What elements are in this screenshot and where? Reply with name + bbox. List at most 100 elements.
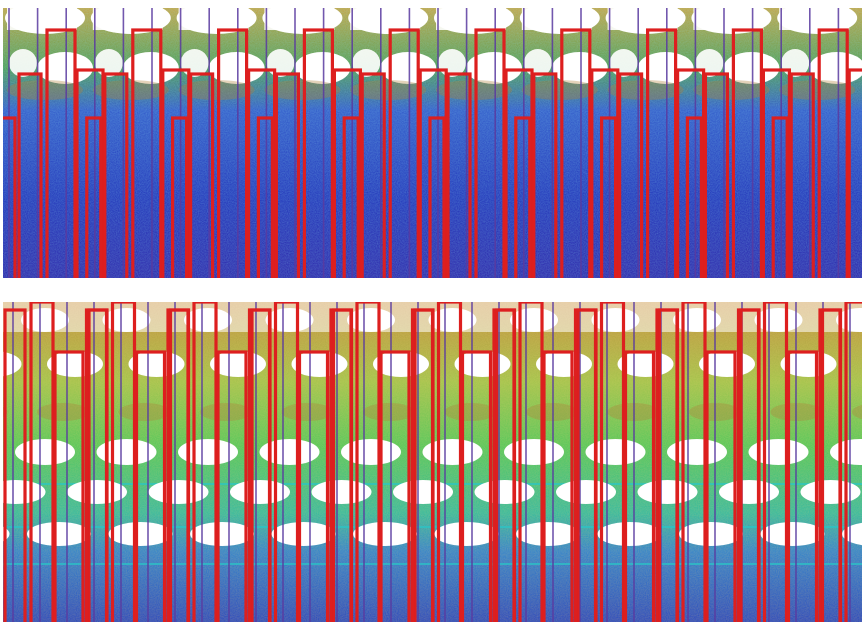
top-frame-21	[446, 72, 472, 278]
bottom-fringe	[37, 403, 89, 421]
bottom-frame-24	[492, 308, 516, 622]
top-void	[551, 52, 608, 84]
top-frame-6	[131, 28, 163, 278]
bottom-flow-svg	[3, 302, 862, 622]
top-frame-34	[731, 28, 764, 278]
top-frame-1	[17, 72, 43, 278]
bottom-void	[510, 308, 558, 332]
bottom-void	[591, 308, 640, 332]
bottom-frame-40	[818, 308, 842, 622]
top-frame-11	[247, 68, 277, 278]
bottom-void	[434, 522, 499, 546]
top-frame-5	[103, 72, 129, 278]
top-frame-24	[514, 116, 532, 278]
bottom-frame-28	[573, 308, 598, 622]
top-fringe	[779, 80, 856, 100]
top-void	[466, 52, 522, 84]
bottom-frame-30	[623, 350, 656, 622]
top-frame-26	[560, 28, 592, 278]
bottom-void	[67, 480, 127, 504]
bottom-fringe	[281, 403, 334, 421]
top-frame-3	[75, 68, 105, 278]
bottom-frame-32	[655, 308, 679, 622]
bottom-void	[21, 308, 69, 332]
bottom-void	[190, 522, 254, 546]
top-frame-4	[85, 116, 103, 278]
bottom-frames	[3, 302, 862, 622]
bottom-void	[428, 308, 477, 332]
bottom-void	[27, 522, 91, 546]
top-frames	[3, 28, 862, 278]
top-frame-18	[388, 28, 420, 278]
bottom-fringe	[363, 403, 415, 421]
top-frame-32	[685, 116, 704, 278]
top-void	[7, 8, 77, 30]
top-frame-30	[645, 28, 678, 278]
bottom-void	[230, 480, 290, 504]
top-frame-29	[617, 72, 644, 278]
bottom-frame-37	[762, 302, 789, 622]
top-frame-20	[428, 116, 446, 278]
top-frame-38	[817, 28, 849, 278]
bottom-frame-20	[410, 308, 435, 622]
top-frame-14	[302, 28, 334, 278]
top-void	[521, 8, 592, 30]
bottom-frame-16	[329, 308, 353, 622]
bottom-void	[679, 522, 743, 546]
bottom-fringe	[118, 403, 171, 421]
bottom-frame-10	[216, 350, 248, 622]
top-fringe	[178, 80, 255, 100]
bottom-void	[311, 480, 372, 504]
top-frame-23	[504, 68, 534, 278]
bottom-void	[760, 522, 825, 546]
bottom-frame-41	[844, 302, 862, 622]
bottom-frame-4	[84, 308, 109, 622]
top-fringe	[350, 80, 427, 100]
bottom-frame-6	[134, 350, 167, 622]
bottom-fringe	[444, 403, 497, 421]
bottom-frame-17	[355, 302, 381, 622]
bottom-frame-13	[273, 302, 300, 622]
top-void	[779, 8, 850, 30]
bottom-frame-26	[542, 350, 574, 622]
top-frame-33	[703, 72, 730, 278]
top-fringe	[521, 80, 598, 100]
top-void	[294, 52, 351, 84]
top-frame-39	[847, 68, 862, 278]
top-flow-svg	[3, 8, 862, 278]
top-void	[37, 52, 93, 84]
bottom-frame-0	[3, 308, 27, 622]
top-frame-7	[161, 68, 191, 278]
top-void	[380, 52, 437, 84]
bottom-frame-14	[297, 350, 330, 622]
top-frame-16	[342, 116, 360, 278]
bottom-void	[597, 522, 662, 546]
bottom-void	[265, 308, 314, 332]
top-fringe	[264, 80, 341, 100]
bottom-frame-21	[436, 302, 463, 622]
top-void	[9, 49, 37, 77]
bottom-fringe	[526, 403, 578, 421]
bottom-void	[393, 480, 453, 504]
bottom-void	[108, 522, 173, 546]
bottom-fringe	[200, 403, 252, 421]
bottom-frame-25	[518, 302, 544, 622]
top-dividers	[8, 8, 840, 278]
top-fringe	[607, 80, 684, 100]
bottom-frame-18	[379, 350, 411, 622]
top-void	[723, 52, 780, 84]
top-frame-15	[332, 68, 362, 278]
top-void	[178, 8, 249, 30]
bottom-frame-33	[681, 302, 707, 622]
top-void	[208, 52, 265, 84]
top-frame-12	[256, 116, 274, 278]
bottom-void	[836, 308, 862, 332]
top-void	[264, 8, 335, 30]
bottom-frame-9	[192, 302, 218, 622]
top-frame-22	[474, 28, 506, 278]
bottom-frame-2	[53, 350, 85, 622]
bottom-void	[148, 480, 209, 504]
top-void	[436, 8, 506, 30]
top-frame-0	[3, 116, 17, 278]
top-void	[607, 8, 678, 30]
